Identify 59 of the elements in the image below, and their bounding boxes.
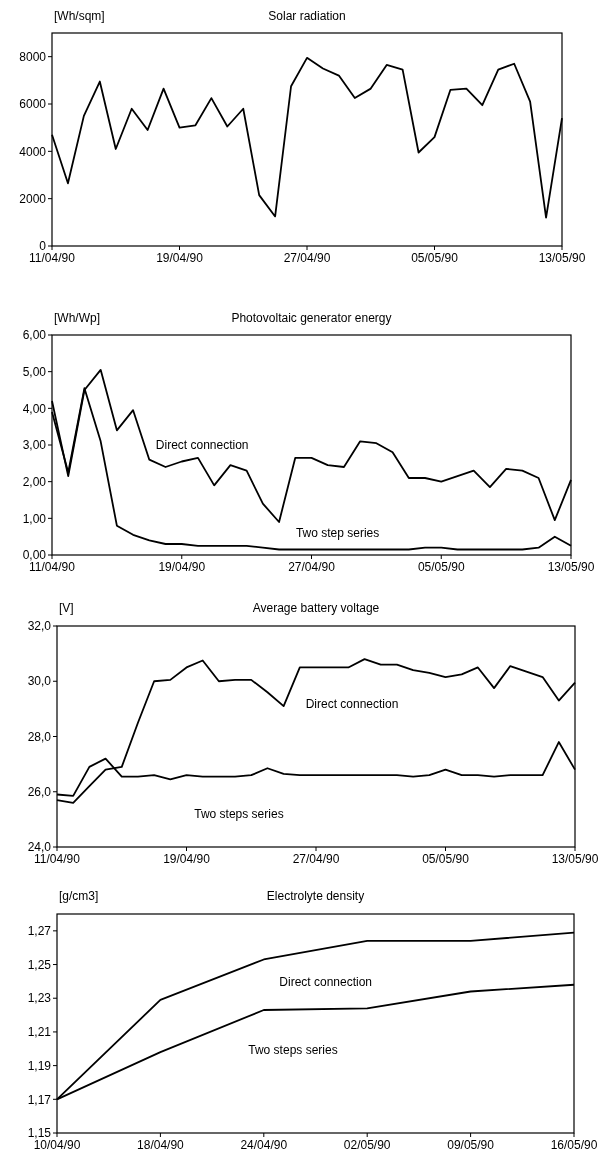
chart-title: Average battery voltage [252, 601, 380, 615]
x-tick-label: 24/04/90 [240, 1138, 288, 1152]
y-tick-label: 0 [39, 239, 47, 254]
y-tick-label: 1,21 [27, 1025, 52, 1040]
y-axis-title: [Wh/sqm] [54, 9, 105, 23]
x-tick-label: 19/04/90 [156, 251, 204, 265]
chart-title: Electrolyte density [266, 889, 365, 903]
y-tick-label: 24,0 [27, 840, 52, 855]
text: Two steps series [194, 807, 284, 822]
y-tick-label: 0,00 [22, 548, 47, 563]
x-tick-label: 11/04/90 [34, 852, 81, 866]
x-tick-label: 27/04/90 [283, 251, 331, 265]
y-tick-label: 1,23 [27, 991, 52, 1006]
y-tick-label: 2,00 [22, 474, 47, 489]
x-tick-label: 02/05/90 [343, 1138, 391, 1152]
y-tick-label: 1,17 [27, 1092, 52, 1107]
x-tick-label: 05/05/90 [422, 852, 470, 866]
y-tick-label: 6000 [19, 97, 47, 112]
y-tick-label: 8000 [19, 49, 47, 64]
y-tick-label: 2000 [19, 191, 47, 206]
x-tick-label: 18/04/90 [137, 1138, 185, 1152]
y-tick-label: 6,00 [22, 328, 47, 343]
y-tick-label: 1,19 [27, 1058, 52, 1073]
series-label: Two step series [295, 526, 380, 541]
x-tick-label: 27/04/90 [292, 852, 340, 866]
series-label: Direct connection [305, 696, 399, 711]
chart-title: Photovoltaic generator energy [231, 311, 392, 325]
x-tick-label: 16/05/90 [550, 1138, 598, 1152]
y-tick-label: 1,15 [27, 1126, 52, 1141]
y-axis-title: [Wh/Wp] [54, 311, 101, 325]
x-tick-label: 27/04/90 [288, 560, 336, 574]
x-tick-label: 19/04/90 [158, 560, 206, 574]
x-tick-label: 13/05/90 [547, 560, 595, 574]
series-label: Direct connection [155, 438, 249, 453]
chart-title: Solar radiation [268, 9, 346, 23]
x-tick-label: 05/05/90 [411, 251, 459, 265]
y-tick-label: 28,0 [27, 729, 52, 744]
series-label: Direct connection [279, 975, 373, 990]
y-axis-title: [g/cm3] [59, 889, 99, 903]
y-tick-label: 32,0 [27, 619, 52, 634]
x-tick-label: 09/05/90 [447, 1138, 495, 1152]
y-tick-label: 5,00 [22, 364, 47, 379]
y-axis-title: [V] [59, 601, 74, 615]
y-tick-label: 3,00 [22, 438, 47, 453]
y-tick-label: 4000 [19, 144, 47, 159]
x-tick-label: 11/04/90 [29, 251, 76, 265]
y-tick-label: 30,0 [27, 674, 52, 689]
x-tick-label: 13/05/90 [538, 251, 586, 265]
y-tick-label: 1,25 [27, 957, 52, 972]
text: Two steps series [248, 1042, 338, 1057]
x-tick-label: 10/04/90 [33, 1138, 81, 1152]
x-tick-label: 13/05/90 [551, 852, 599, 866]
y-tick-label: 4,00 [22, 401, 47, 416]
y-tick-label: 26,0 [27, 784, 52, 799]
x-tick-label: 19/04/90 [163, 852, 211, 866]
x-tick-label: 11/04/90 [29, 560, 76, 574]
x-tick-label: 05/05/90 [417, 560, 465, 574]
y-tick-label: 1,00 [22, 511, 47, 526]
y-tick-label: 1,27 [27, 924, 52, 939]
